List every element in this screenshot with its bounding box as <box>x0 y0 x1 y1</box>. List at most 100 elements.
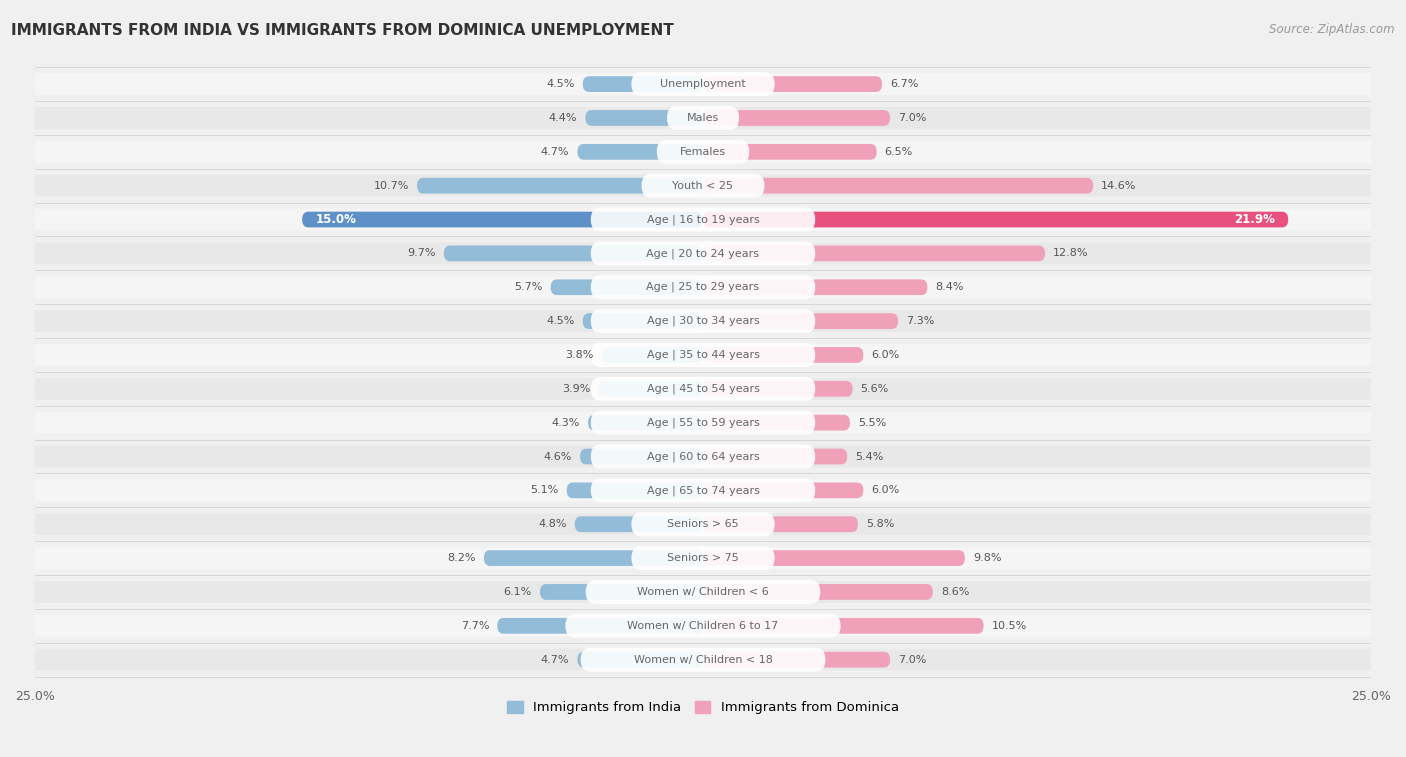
FancyBboxPatch shape <box>703 110 890 126</box>
Text: 8.4%: 8.4% <box>935 282 965 292</box>
FancyBboxPatch shape <box>703 144 877 160</box>
Text: 7.3%: 7.3% <box>905 316 935 326</box>
FancyBboxPatch shape <box>551 279 703 295</box>
FancyBboxPatch shape <box>565 614 841 637</box>
Text: 9.7%: 9.7% <box>408 248 436 258</box>
FancyBboxPatch shape <box>581 449 703 464</box>
Text: 5.1%: 5.1% <box>530 485 558 495</box>
FancyBboxPatch shape <box>35 412 1371 434</box>
Text: Age | 35 to 44 years: Age | 35 to 44 years <box>647 350 759 360</box>
FancyBboxPatch shape <box>703 550 965 566</box>
FancyBboxPatch shape <box>599 381 703 397</box>
FancyBboxPatch shape <box>35 446 1371 467</box>
Text: 9.8%: 9.8% <box>973 553 1001 563</box>
FancyBboxPatch shape <box>703 245 1045 261</box>
Text: 8.2%: 8.2% <box>447 553 475 563</box>
Text: 8.6%: 8.6% <box>941 587 969 597</box>
FancyBboxPatch shape <box>703 415 851 431</box>
Text: 3.8%: 3.8% <box>565 350 593 360</box>
FancyBboxPatch shape <box>418 178 703 194</box>
FancyBboxPatch shape <box>35 378 1371 400</box>
FancyBboxPatch shape <box>35 209 1371 230</box>
FancyBboxPatch shape <box>703 584 932 600</box>
FancyBboxPatch shape <box>35 649 1371 671</box>
FancyBboxPatch shape <box>703 212 1288 227</box>
Text: Age | 20 to 24 years: Age | 20 to 24 years <box>647 248 759 259</box>
FancyBboxPatch shape <box>631 512 775 536</box>
Text: 3.9%: 3.9% <box>562 384 591 394</box>
Text: 12.8%: 12.8% <box>1053 248 1088 258</box>
FancyBboxPatch shape <box>631 72 775 96</box>
FancyBboxPatch shape <box>582 76 703 92</box>
Text: 4.3%: 4.3% <box>551 418 581 428</box>
FancyBboxPatch shape <box>591 411 815 435</box>
FancyBboxPatch shape <box>35 73 1371 95</box>
Text: 4.7%: 4.7% <box>541 147 569 157</box>
Text: Youth < 25: Youth < 25 <box>672 181 734 191</box>
FancyBboxPatch shape <box>641 174 765 198</box>
FancyBboxPatch shape <box>581 648 825 671</box>
Text: 4.4%: 4.4% <box>548 113 578 123</box>
FancyBboxPatch shape <box>582 313 703 329</box>
Text: Age | 30 to 34 years: Age | 30 to 34 years <box>647 316 759 326</box>
FancyBboxPatch shape <box>666 106 740 130</box>
Text: 4.5%: 4.5% <box>547 79 575 89</box>
Text: Age | 16 to 19 years: Age | 16 to 19 years <box>647 214 759 225</box>
Text: Females: Females <box>681 147 725 157</box>
Text: 5.8%: 5.8% <box>866 519 894 529</box>
FancyBboxPatch shape <box>567 482 703 498</box>
Text: Age | 55 to 59 years: Age | 55 to 59 years <box>647 417 759 428</box>
Text: 6.5%: 6.5% <box>884 147 912 157</box>
Text: 6.0%: 6.0% <box>872 485 900 495</box>
Text: Women w/ Children < 6: Women w/ Children < 6 <box>637 587 769 597</box>
FancyBboxPatch shape <box>591 276 815 299</box>
FancyBboxPatch shape <box>35 242 1371 264</box>
FancyBboxPatch shape <box>35 107 1371 129</box>
Text: 4.8%: 4.8% <box>538 519 567 529</box>
Text: 4.5%: 4.5% <box>547 316 575 326</box>
FancyBboxPatch shape <box>703 313 898 329</box>
FancyBboxPatch shape <box>591 377 815 400</box>
Text: 5.7%: 5.7% <box>515 282 543 292</box>
Text: Women w/ Children 6 to 17: Women w/ Children 6 to 17 <box>627 621 779 631</box>
FancyBboxPatch shape <box>703 516 858 532</box>
Text: IMMIGRANTS FROM INDIA VS IMMIGRANTS FROM DOMINICA UNEMPLOYMENT: IMMIGRANTS FROM INDIA VS IMMIGRANTS FROM… <box>11 23 673 38</box>
FancyBboxPatch shape <box>602 347 703 363</box>
FancyBboxPatch shape <box>35 513 1371 535</box>
FancyBboxPatch shape <box>578 144 703 160</box>
FancyBboxPatch shape <box>703 178 1092 194</box>
Text: 10.7%: 10.7% <box>374 181 409 191</box>
FancyBboxPatch shape <box>591 207 815 232</box>
Text: 7.0%: 7.0% <box>898 113 927 123</box>
FancyBboxPatch shape <box>35 615 1371 637</box>
FancyBboxPatch shape <box>575 516 703 532</box>
Text: Age | 65 to 74 years: Age | 65 to 74 years <box>647 485 759 496</box>
FancyBboxPatch shape <box>703 652 890 668</box>
FancyBboxPatch shape <box>35 175 1371 197</box>
Text: 4.6%: 4.6% <box>544 451 572 462</box>
FancyBboxPatch shape <box>703 279 928 295</box>
FancyBboxPatch shape <box>540 584 703 600</box>
FancyBboxPatch shape <box>703 347 863 363</box>
FancyBboxPatch shape <box>35 344 1371 366</box>
FancyBboxPatch shape <box>703 482 863 498</box>
FancyBboxPatch shape <box>703 449 848 464</box>
FancyBboxPatch shape <box>657 140 749 164</box>
FancyBboxPatch shape <box>591 478 815 503</box>
FancyBboxPatch shape <box>588 415 703 431</box>
FancyBboxPatch shape <box>703 381 852 397</box>
Text: 5.4%: 5.4% <box>855 451 884 462</box>
FancyBboxPatch shape <box>35 310 1371 332</box>
FancyBboxPatch shape <box>35 547 1371 569</box>
FancyBboxPatch shape <box>703 76 882 92</box>
FancyBboxPatch shape <box>591 343 815 367</box>
Text: 7.7%: 7.7% <box>461 621 489 631</box>
Text: 10.5%: 10.5% <box>991 621 1026 631</box>
FancyBboxPatch shape <box>586 580 820 604</box>
Text: Seniors > 75: Seniors > 75 <box>666 553 740 563</box>
Text: 6.0%: 6.0% <box>872 350 900 360</box>
Text: 14.6%: 14.6% <box>1101 181 1136 191</box>
Text: Age | 60 to 64 years: Age | 60 to 64 years <box>647 451 759 462</box>
Legend: Immigrants from India, Immigrants from Dominica: Immigrants from India, Immigrants from D… <box>508 701 898 714</box>
FancyBboxPatch shape <box>591 309 815 333</box>
